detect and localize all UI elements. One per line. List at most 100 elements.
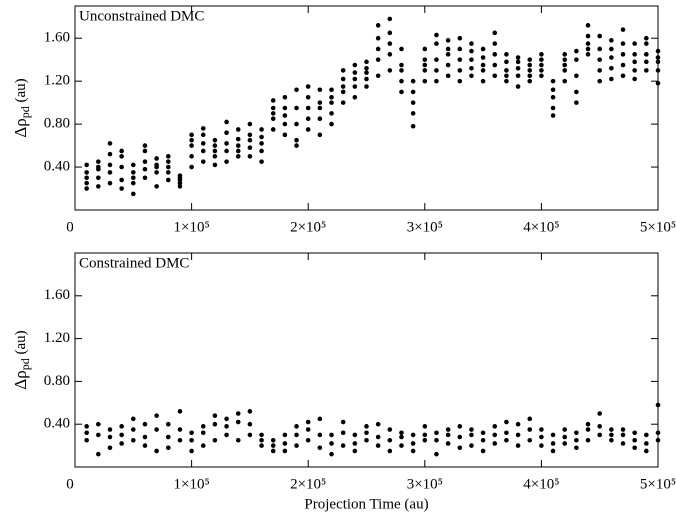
data-point — [410, 432, 416, 438]
data-point — [294, 87, 299, 93]
x-axis-label: Projection Time (au) — [304, 496, 428, 512]
data-point — [119, 424, 124, 429]
data-point — [212, 148, 218, 154]
data-point — [165, 445, 171, 451]
data-point — [480, 46, 486, 52]
data-point — [399, 430, 404, 436]
data-point — [165, 164, 171, 170]
data-point — [387, 30, 393, 36]
data-point — [352, 70, 358, 75]
data-point — [492, 432, 498, 438]
data-point — [200, 141, 206, 146]
data-point — [200, 430, 206, 436]
data-point — [270, 448, 276, 454]
data-point — [282, 448, 288, 454]
data-point — [305, 84, 311, 89]
data-point — [387, 52, 393, 57]
data-point — [655, 59, 661, 65]
data-point — [422, 432, 428, 438]
data-point — [422, 78, 428, 84]
data-point — [154, 170, 159, 175]
y-axis-label-subscript: pd — [18, 106, 32, 118]
data-point — [574, 48, 579, 54]
data-point — [224, 119, 229, 125]
data-point — [282, 105, 288, 111]
data-point — [131, 180, 136, 186]
panel-title: Constrained DMC — [79, 255, 189, 271]
data-point — [84, 437, 89, 443]
data-point — [212, 143, 218, 148]
data-point — [352, 84, 358, 89]
y-tick-label: 1.20 — [44, 330, 70, 346]
data-point — [84, 430, 89, 436]
data-point — [142, 148, 148, 154]
data-point — [131, 416, 136, 422]
data-point — [364, 70, 369, 75]
data-point — [515, 55, 521, 60]
data-point — [434, 57, 439, 62]
data-point — [399, 434, 404, 440]
data-point — [597, 33, 602, 39]
data-point — [329, 94, 334, 100]
data-point — [212, 437, 218, 443]
data-point — [410, 441, 416, 446]
data-point — [480, 437, 486, 443]
data-point — [247, 132, 253, 138]
data-point — [550, 87, 556, 93]
data-point — [84, 186, 89, 191]
data-point — [317, 105, 323, 111]
data-point — [620, 52, 626, 57]
data-point — [527, 437, 533, 443]
data-point — [620, 27, 626, 32]
data-point — [224, 148, 229, 154]
data-point — [107, 151, 113, 157]
data-point — [492, 441, 498, 446]
data-point — [597, 424, 602, 429]
data-point — [410, 78, 416, 84]
data-point — [212, 154, 218, 159]
data-point — [305, 419, 311, 425]
data-point — [504, 68, 509, 73]
data-point — [224, 432, 229, 438]
data-point — [131, 175, 136, 181]
data-point — [655, 55, 661, 60]
data-point — [107, 445, 113, 451]
data-point — [422, 437, 428, 443]
y-axis-label-subscript: pd — [18, 358, 32, 370]
data-point — [644, 68, 649, 73]
data-point — [364, 84, 369, 89]
data-point — [574, 89, 579, 95]
data-point — [177, 437, 183, 443]
data-point — [597, 432, 602, 438]
data-point — [609, 55, 614, 60]
data-point — [119, 164, 124, 170]
data-point — [550, 113, 556, 118]
data-point — [469, 48, 474, 54]
data-point — [259, 437, 264, 443]
data-point — [504, 419, 509, 425]
data-point — [329, 432, 334, 438]
y-tick-label: 1.20 — [44, 73, 70, 89]
data-point — [539, 57, 544, 62]
data-point — [644, 59, 649, 65]
data-point — [387, 427, 393, 432]
data-point — [585, 427, 591, 432]
data-point — [364, 430, 369, 436]
y-axis-label-symbol: Δρ — [11, 118, 30, 137]
data-point — [469, 73, 474, 79]
data-point — [469, 443, 474, 448]
data-point — [504, 52, 509, 57]
data-point — [200, 126, 206, 131]
data-point — [609, 427, 614, 432]
data-point — [410, 448, 416, 454]
data-point — [247, 145, 253, 151]
data-point — [515, 59, 521, 65]
data-point — [317, 416, 323, 422]
data-point — [352, 76, 358, 82]
data-point — [294, 121, 299, 127]
data-point — [527, 78, 533, 84]
data-point — [329, 87, 334, 93]
data-point — [515, 65, 521, 71]
data-point — [224, 424, 229, 429]
